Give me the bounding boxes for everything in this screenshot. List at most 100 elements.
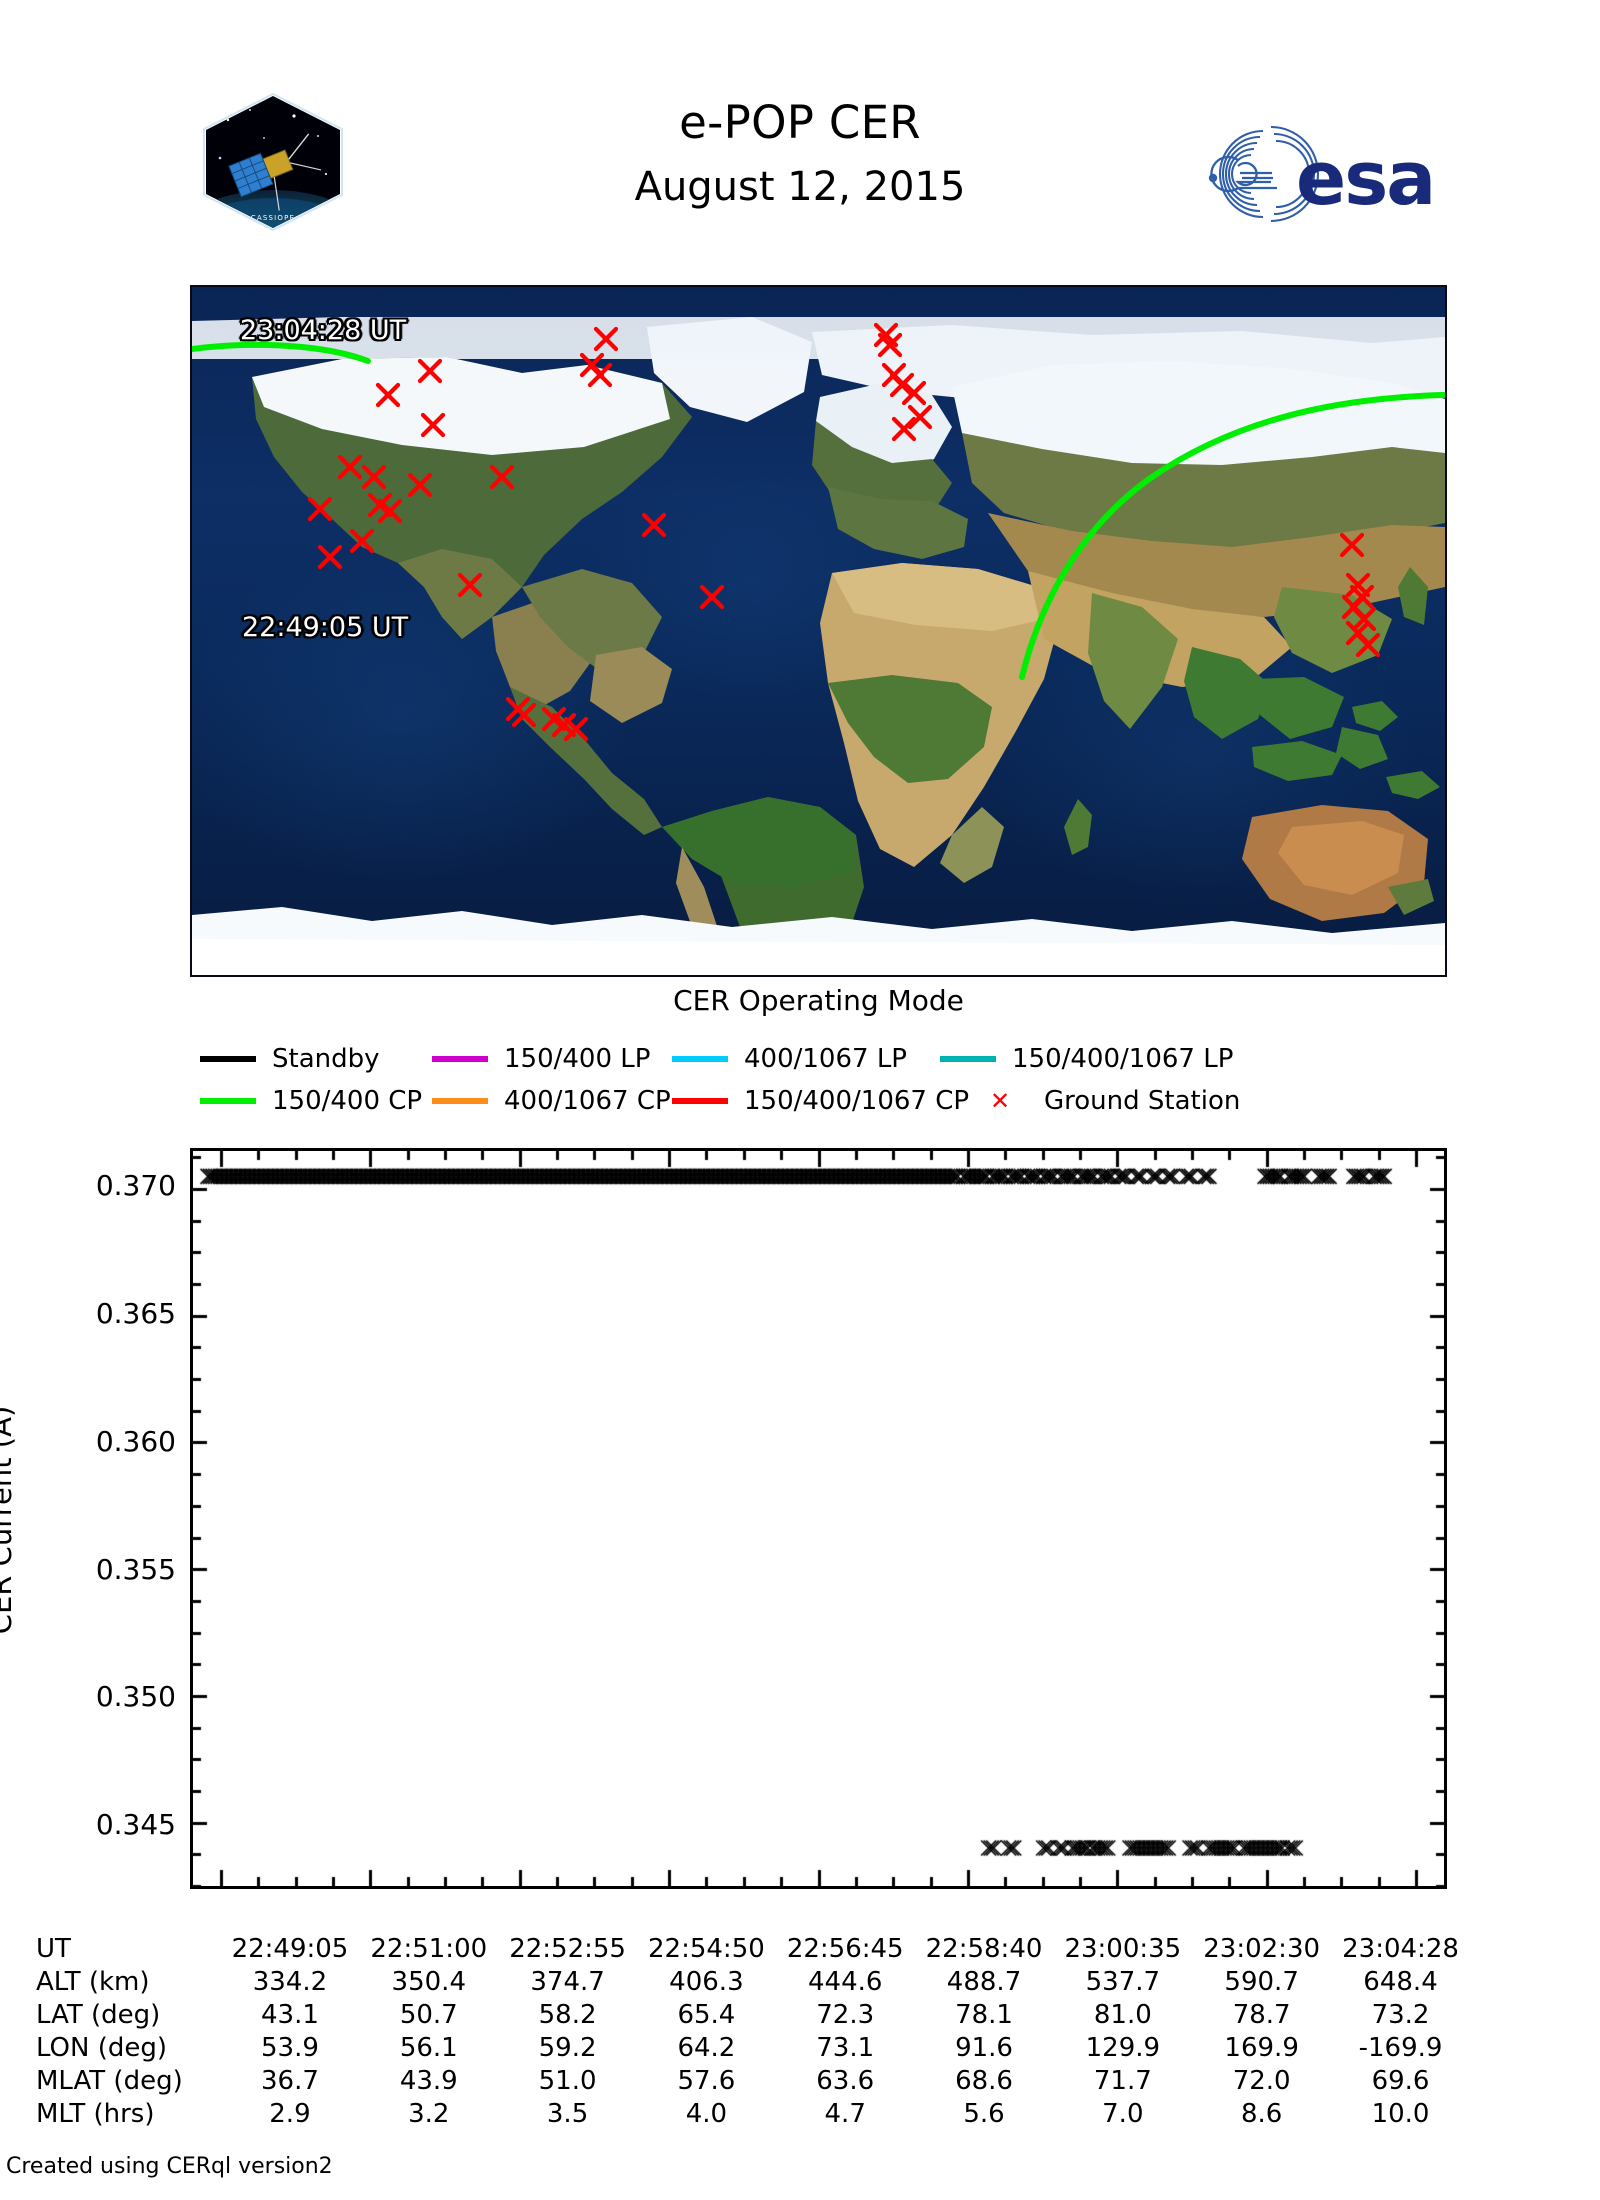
- legend-item-ground-station[interactable]: ✕ Ground Station: [972, 1086, 1302, 1116]
- y-axis-label: CER Current (A): [0, 1405, 18, 1635]
- table-cell: 22:52:55: [509, 1933, 626, 1964]
- table-cell: 590.7: [1224, 1966, 1299, 1997]
- table-cell: 73.2: [1371, 1999, 1430, 2030]
- table-cell: 4.7: [824, 2098, 866, 2129]
- table-cell: 43.9: [399, 2065, 458, 2096]
- table-cell: 23:04:28: [1342, 1933, 1459, 1964]
- table-cell: 65.4: [677, 1999, 736, 2030]
- table-row: ALT (km) 334.2 350.4 374.7 406.3 444.6 488.7 53…: [0, 1965, 1470, 1998]
- svg-text:esa: esa: [1296, 136, 1434, 222]
- y-tick-label: 0.370: [95, 1169, 176, 1203]
- table-cell: 488.7: [946, 1966, 1022, 1997]
- table-row-label: LON (deg): [36, 2032, 168, 2063]
- table-cell: 36.7: [261, 2065, 319, 2096]
- legend-label-150-400-cp: 150/400 CP: [272, 1086, 423, 1116]
- legend-item-400-1067-lp[interactable]: 400/1067 LP: [672, 1044, 940, 1074]
- world-map-panel[interactable]: 22:49:05 UT 23:04:28 UT: [190, 285, 1447, 977]
- legend-item-400-1067-cp[interactable]: 400/1067 CP: [432, 1086, 672, 1116]
- legend-label-ground-station: Ground Station: [1044, 1086, 1241, 1116]
- legend-swatch-standby: [200, 1056, 256, 1062]
- orbit-parameter-table: UT 22:49:05 22:51:00 22:52:55 22:54:50 22:56:…: [0, 1932, 1470, 2130]
- esa-logo: esa: [1168, 122, 1468, 227]
- ground-track-segment-east: [1019, 392, 1445, 680]
- table-cell: 23:02:30: [1203, 1933, 1321, 1964]
- table-row-label: MLT (hrs): [36, 2098, 155, 2129]
- y-tick-label: 0.360: [95, 1424, 176, 1458]
- table-cell: 350.4: [391, 1966, 466, 1997]
- legend-swatch-400-1067-cp: [432, 1098, 488, 1104]
- y-tick-label: 0.345: [95, 1808, 176, 1842]
- table-cell: 129.9: [1085, 2032, 1161, 2063]
- operating-mode-caption: CER Operating Mode: [673, 984, 964, 1017]
- esa-wordmark: esa: [1296, 136, 1436, 222]
- table-cell: 69.6: [1371, 2065, 1430, 2096]
- operating-mode-legend: Standby 150/400 LP 400/1067 LP 150/400/1…: [200, 1038, 1440, 1122]
- table-cell: 72.3: [816, 1999, 875, 2030]
- table-cell: 78.7: [1232, 1999, 1291, 2030]
- table-cell: 68.6: [955, 2065, 1013, 2096]
- legend-label-400-1067-cp: 400/1067 CP: [504, 1086, 671, 1116]
- table-row-label: MLAT (deg): [36, 2065, 183, 2096]
- table-cell: 22:54:50: [648, 1933, 765, 1964]
- table-row: UT 22:49:05 22:51:00 22:52:55 22:54:50 22:56:…: [0, 1932, 1470, 1965]
- table-cell: 53.9: [261, 2032, 319, 2063]
- table-row: MLAT (deg) 36.7 43.9 51.0 57.6 63.6 68.6 71.7 72…: [0, 2064, 1470, 2097]
- table-cell: 71.7: [1093, 2065, 1152, 2096]
- ground-station-x-icon: ✕: [989, 1087, 1011, 1115]
- legend-label-150-400-1067-lp: 150/400/1067 LP: [1012, 1044, 1234, 1074]
- table-cell: 64.2: [677, 2032, 736, 2063]
- world-map-svg: [192, 287, 1445, 975]
- legend-item-150-400-cp[interactable]: 150/400 CP: [200, 1086, 432, 1116]
- table-cell: 43.1: [261, 1999, 319, 2030]
- legend-item-150-400-lp[interactable]: 150/400 LP: [432, 1044, 672, 1074]
- table-cell: -169.9: [1358, 2032, 1443, 2063]
- page-title: e-POP CER: [679, 96, 921, 149]
- table-row: LAT (deg) 43.1 50.7 58.2 65.4 72.3 78.1 81.0 78.…: [0, 1998, 1470, 2031]
- table-cell: 374.7: [530, 1966, 605, 1997]
- page-subtitle-date: August 12, 2015: [634, 164, 966, 210]
- table-cell: 7.0: [1102, 2098, 1144, 2129]
- table-cell: 81.0: [1093, 1999, 1152, 2030]
- cer-current-plot[interactable]: [190, 1148, 1447, 1889]
- table-cell: 91.6: [955, 2032, 1013, 2063]
- legend-swatch-150-400-1067-cp: [672, 1098, 728, 1104]
- ground-station-markers: [307, 322, 1381, 742]
- y-tick-label: 0.365: [95, 1297, 176, 1331]
- table-cell: 3.5: [546, 2098, 589, 2129]
- legend-label-standby: Standby: [272, 1044, 380, 1074]
- legend-item-150-400-1067-cp[interactable]: 150/400/1067 CP: [672, 1086, 972, 1116]
- legend-label-400-1067-lp: 400/1067 LP: [744, 1044, 907, 1074]
- table-cell: 444.6: [807, 1966, 883, 1997]
- table-cell: 648.4: [1363, 1966, 1438, 1997]
- table-cell: 78.1: [955, 1999, 1013, 2030]
- table-cell: 72.0: [1232, 2065, 1291, 2096]
- page-header: CASSIOPE e-POP CER August 12, 2015: [0, 0, 1600, 275]
- table-cell: 58.2: [538, 1999, 597, 2030]
- table-cell: 334.2: [252, 1966, 328, 1997]
- table-row-label: LAT (deg): [36, 1999, 161, 2030]
- table-cell: 22:56:45: [786, 1933, 904, 1964]
- table-cell: 22:51:00: [370, 1933, 488, 1964]
- table-cell: 23:00:35: [1064, 1933, 1182, 1964]
- table-cell: 8.6: [1240, 2098, 1283, 2129]
- table-cell: 57.6: [677, 2065, 736, 2096]
- table-cell: 3.2: [408, 2098, 450, 2129]
- table-cell: 169.9: [1224, 2032, 1299, 2063]
- table-cell: 406.3: [669, 1966, 744, 1997]
- table-row-label: ALT (km): [36, 1966, 150, 1997]
- table-cell: 10.0: [1371, 2098, 1430, 2129]
- table-cell: 73.1: [816, 2032, 875, 2063]
- legend-row-2: 150/400 CP 400/1067 CP 150/400/1067 CP ✕…: [200, 1080, 1440, 1122]
- ground-track-segment-west: [192, 341, 371, 364]
- cer-current-plot-canvas: [193, 1151, 1444, 1886]
- table-cell: 63.6: [816, 2065, 875, 2096]
- legend-swatch-150-400-lp: [432, 1056, 488, 1062]
- table-cell: 4.0: [685, 2098, 728, 2129]
- y-tick-label: 0.355: [95, 1552, 176, 1586]
- legend-item-standby[interactable]: Standby: [200, 1044, 432, 1074]
- legend-row-1: Standby 150/400 LP 400/1067 LP 150/400/1…: [200, 1038, 1440, 1080]
- table-cell: 56.1: [399, 2032, 458, 2063]
- legend-item-150-400-1067-lp[interactable]: 150/400/1067 LP: [940, 1044, 1270, 1074]
- table-cell: 5.6: [963, 2098, 1005, 2129]
- cassiope-logo-wordmark: CASSIOPE: [251, 214, 295, 222]
